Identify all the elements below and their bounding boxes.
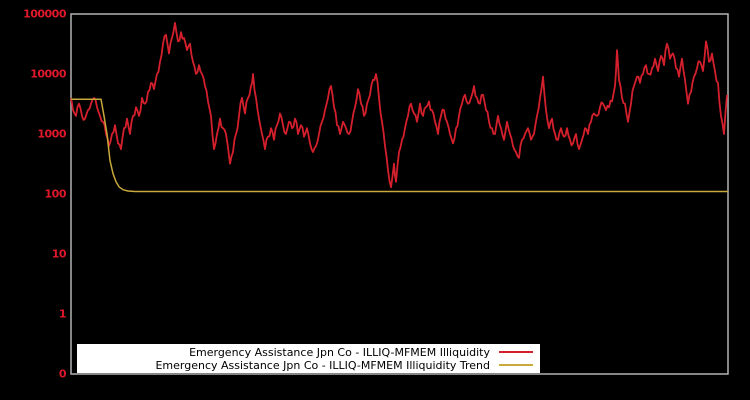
- y-axis-tick-label: 1000: [37, 127, 66, 141]
- chart-legend: Emergency Assistance Jpn Co - ILLIQ-MFME…: [77, 344, 540, 373]
- legend-label-illiquidity-trend: Emergency Assistance Jpn Co - ILLIQ-MFME…: [155, 358, 490, 372]
- legend-label-illiquidity: Emergency Assistance Jpn Co - ILLIQ-MFME…: [189, 345, 490, 359]
- legend-item-illiquidity: Emergency Assistance Jpn Co - ILLIQ-MFME…: [81, 346, 533, 359]
- y-axis-tick-label: 10: [51, 247, 67, 261]
- legend-line-swatch-yellow: [499, 364, 533, 366]
- legend-line-swatch-red: [499, 351, 533, 353]
- y-axis-tick-label: 100: [44, 187, 67, 201]
- y-axis-tick-label: 1: [58, 307, 67, 321]
- y-axis-tick-label: 100000: [23, 7, 66, 21]
- y-axis-tick-label: 0: [58, 367, 67, 381]
- illiquidity-trend-line: [71, 98, 728, 193]
- legend-item-illiquidity-trend: Emergency Assistance Jpn Co - ILLIQ-MFME…: [81, 359, 533, 372]
- illiquidity-line: [70, 22, 728, 189]
- y-axis-tick-label: 10000: [30, 67, 66, 81]
- plot-border: [70, 13, 729, 375]
